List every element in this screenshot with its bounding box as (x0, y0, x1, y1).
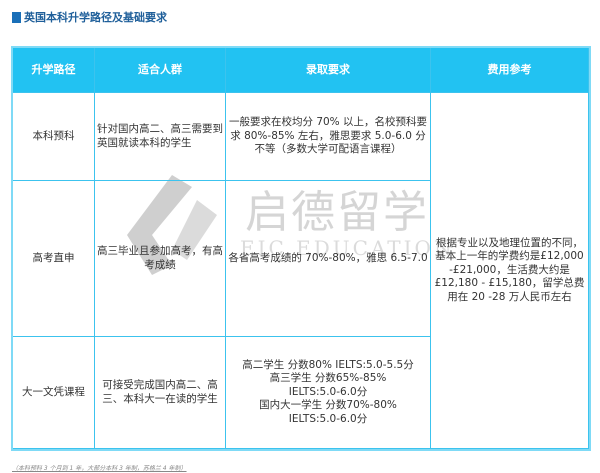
section-title-text: 英国本科升学路径及基础要求 (24, 11, 167, 24)
table-header-row: 升学路径 适合人群 录取要求 费用参考 (12, 47, 589, 93)
table-row: 本科预科 针对国内高二、高三需要到英国就读本科的学生 一般要求在校均分 70% … (12, 92, 589, 449)
header-audience: 适合人群 (94, 47, 226, 93)
header-requirements: 录取要求 (225, 47, 431, 93)
header-fees: 费用参考 (430, 47, 589, 93)
audience-cell: 针对国内高二、高三需要到英国就读本科的学生 (94, 92, 226, 181)
table-row: 大一文凭课程 可接受完成国内高二、高三、本科大一在读的学生 高二学生 分数80%… (12, 336, 589, 449)
title-marker-icon (12, 11, 21, 23)
requirement-line: IELTS:5.0-6.0分 (288, 412, 368, 425)
table-row: 高考直申 高三毕业且参加高考，有高考成绩 各省高考成绩的 70%-80%，雅思 … (12, 180, 589, 337)
requirements-cell: 高二学生 分数80% IELTS:5.0-5.5分 高三学生 分数65%-85%… (225, 336, 431, 449)
requirements-cell: 一般要求在校均分 70% 以上，名校预科要求 80%-85% 左右，雅思要求 5… (225, 92, 431, 181)
section-title: 英国本科升学路径及基础要求 (12, 9, 167, 25)
path-cell: 高考直申 (12, 180, 95, 337)
requirement-line: 高三学生 分数65%-85% (269, 372, 387, 385)
requirement-line: 国内大一学生 分数70%-80% (259, 399, 397, 412)
requirements-cell: 各省高考成绩的 70%-80%，雅思 6.5-7.0 (225, 180, 431, 337)
requirement-line: 高二学生 分数80% IELTS:5.0-5.5分 (242, 358, 414, 371)
requirements-table: 升学路径 适合人群 录取要求 费用参考 本科预科 针对国内高二、高三需要到英国就… (12, 47, 589, 449)
header-path: 升学路径 (12, 47, 95, 93)
path-cell: 大一文凭课程 (12, 336, 95, 449)
requirement-line: IELTS:5.0-6.0分 (288, 385, 368, 398)
audience-cell: 高三毕业且参加高考，有高考成绩 (94, 180, 226, 337)
audience-cell: 可接受完成国内高二、高三、本科大一在读的学生 (94, 336, 226, 449)
path-cell: 本科预科 (12, 92, 95, 181)
footnote: （本科预科 3 个月到 1 年，大部分本科 3 年制，苏格兰 4 年制） (12, 465, 187, 472)
fees-cell: 根据专业以及地理位置的不同，基本上一年的学费约是£12,000 -£21,000… (430, 92, 589, 449)
